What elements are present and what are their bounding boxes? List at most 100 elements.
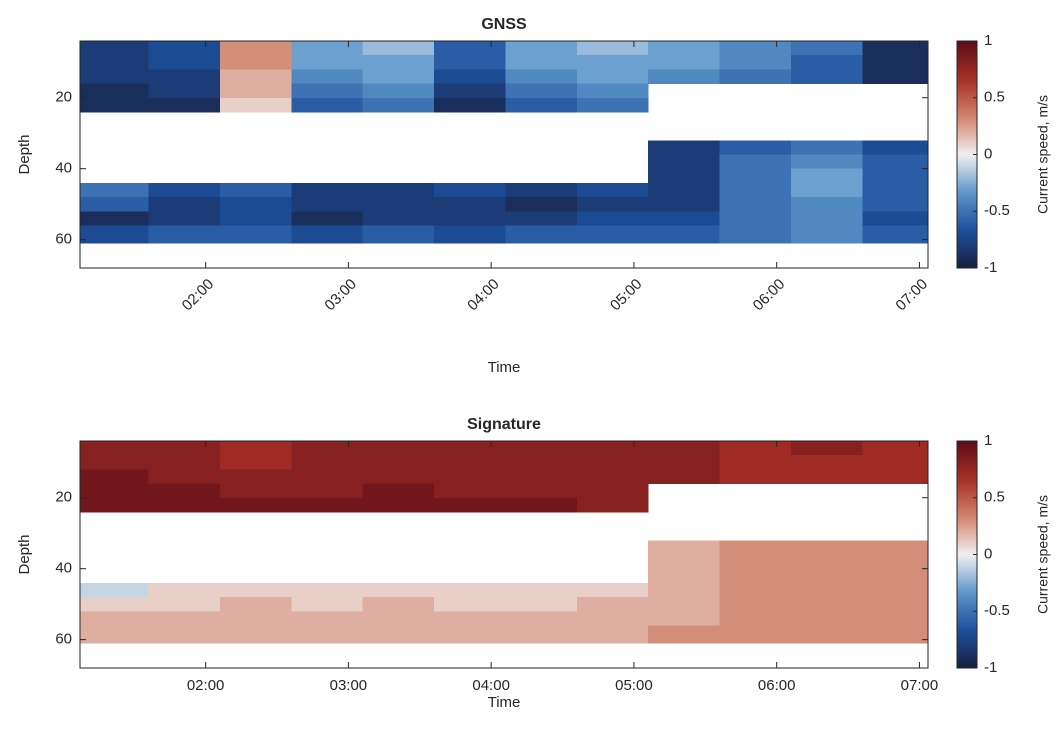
heatmap-cell: [505, 582, 578, 598]
heatmap-cell: [648, 140, 721, 155]
heatmap-cell: [719, 211, 792, 226]
heatmap-cell: [362, 597, 435, 612]
chart-title: Signature: [467, 416, 541, 433]
heatmap-cell: [80, 497, 150, 513]
heatmap-cells: [80, 41, 929, 244]
heatmap-cell: [80, 469, 150, 485]
heatmap-cell: [291, 211, 364, 226]
heatmap-cell: [576, 211, 649, 226]
heatmap-cell: [80, 211, 150, 226]
heatmap-cell: [219, 197, 292, 212]
heatmap-cell: [719, 568, 792, 584]
y-tick-label: 40: [55, 160, 72, 177]
heatmap-cell: [648, 168, 721, 184]
heatmap-cell: [80, 197, 150, 212]
heatmap-cell: [505, 97, 578, 113]
heatmap-cell: [148, 483, 221, 499]
heatmap-cell: [362, 497, 435, 513]
heatmap-cell: [291, 69, 364, 85]
heatmap-cell: [148, 441, 221, 456]
heatmap-cell: [576, 197, 649, 212]
heatmap-cell: [434, 611, 506, 626]
heatmap-cell: [862, 540, 929, 555]
heatmap-cell: [219, 182, 292, 198]
heatmap-cell: [362, 611, 435, 626]
colorbar-tick-label: 1: [984, 32, 992, 49]
x-tick-label: 07:00: [892, 276, 931, 315]
x-tick-label: 05:00: [615, 677, 653, 694]
heatmap-cell: [291, 582, 364, 598]
x-tick-label: 07:00: [901, 677, 939, 694]
heatmap-cell: [219, 225, 292, 244]
heatmap-cell: [648, 455, 721, 470]
heatmap-cell: [790, 469, 863, 485]
heatmap-cell: [291, 182, 364, 198]
heatmap-cell: [862, 182, 929, 198]
heatmap-cell: [80, 225, 150, 244]
heatmap-cell: [80, 625, 150, 644]
y-tick-label: 60: [55, 231, 72, 248]
heatmap-cell: [862, 140, 929, 155]
y-tick-label: 40: [55, 560, 72, 577]
heatmap-cell: [362, 469, 435, 485]
heatmap-cell: [362, 225, 435, 244]
heatmap-cell: [362, 625, 435, 644]
heatmap-cell: [862, 597, 929, 612]
heatmap-cell: [790, 55, 863, 70]
heatmap-cell: [719, 197, 792, 212]
heatmap-cell: [790, 41, 863, 56]
heatmap-cell: [434, 469, 506, 485]
heatmap-cell: [219, 69, 292, 85]
heatmap-cell: [80, 455, 150, 470]
heatmap-cell: [790, 168, 863, 184]
heatmap-cell: [719, 154, 792, 170]
heatmap-cell: [790, 140, 863, 155]
axes-box: [79, 440, 929, 669]
heatmap-cell: [434, 225, 506, 244]
heatmap-cell: [291, 625, 364, 644]
heatmap-cell: [648, 69, 721, 85]
y-tick-label: 20: [55, 89, 72, 106]
heatmap-cell: [576, 225, 649, 244]
heatmap-cell: [648, 225, 721, 244]
heatmap-cell: [790, 455, 863, 470]
heatmap-cell: [434, 497, 506, 513]
heatmap-cell: [80, 83, 150, 99]
heatmap-cell: [219, 55, 292, 70]
heatmap-cell: [790, 625, 863, 644]
heatmap-cell: [148, 611, 221, 626]
heatmap-cell: [648, 554, 721, 570]
heatmap-cell: [790, 441, 863, 456]
heatmap-cell: [148, 597, 221, 612]
heatmap-cell: [148, 69, 221, 85]
heatmap-cell: [219, 582, 292, 598]
heatmap-cell: [648, 211, 721, 226]
heatmap-cell: [576, 83, 649, 99]
heatmap-cell: [719, 168, 792, 184]
heatmap-cell: [362, 55, 435, 70]
heatmap-cell: [648, 441, 721, 456]
heatmap-cell: [576, 469, 649, 485]
heatmap-cell: [434, 69, 506, 85]
heatmap-cell: [362, 455, 435, 470]
heatmap-cell: [790, 182, 863, 198]
heatmap-cell: [719, 554, 792, 570]
heatmap-cell: [862, 69, 929, 85]
heatmap-cell: [80, 582, 150, 598]
heatmap-cell: [576, 55, 649, 70]
heatmap-cell: [862, 582, 929, 598]
heatmap-cell: [862, 55, 929, 70]
heatmap-cell: [362, 441, 435, 456]
heatmap-cell: [719, 140, 792, 155]
heatmap-cell: [505, 611, 578, 626]
heatmap-cell: [719, 55, 792, 70]
x-tick-label: 04:00: [464, 276, 503, 315]
heatmap-cell: [648, 197, 721, 212]
heatmap-cell: [291, 483, 364, 499]
colorbar-tick-label: 1: [984, 432, 992, 449]
heatmap-cell: [790, 611, 863, 626]
heatmap-cell: [219, 625, 292, 644]
heatmap-cell: [505, 483, 578, 499]
heatmap-cell: [362, 211, 435, 226]
